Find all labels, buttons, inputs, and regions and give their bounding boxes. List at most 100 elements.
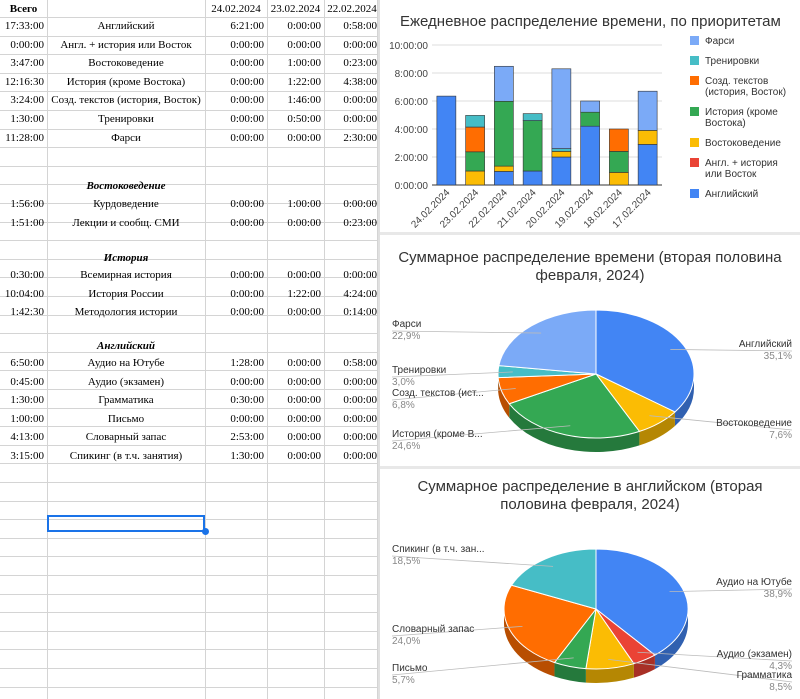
cell-total[interactable]: 1:00:00 — [10, 412, 44, 425]
cell-d3[interactable]: 0:23:00 — [343, 216, 377, 229]
cell-d2[interactable]: 0:00:00 — [287, 412, 321, 425]
cell-name[interactable]: Тренировки — [98, 113, 154, 125]
bar-segment[interactable] — [551, 156, 572, 186]
header-name[interactable] — [47, 0, 205, 18]
header-d1[interactable]: 24.02.2024 — [211, 3, 261, 15]
pie-chart-total[interactable]: Суммарное распределение времени (вторая … — [380, 236, 800, 466]
pie-slice[interactable] — [595, 548, 689, 656]
cell-name[interactable]: Спикинг (в т.ч. занятия) — [69, 450, 183, 462]
header-d2[interactable]: 23.02.2024 — [270, 3, 321, 15]
cell-name[interactable]: История (кроме Востока) — [66, 75, 186, 88]
cell-d2[interactable]: 0:00:00 — [287, 38, 321, 51]
cell-d3[interactable]: 0:00:00 — [343, 394, 377, 407]
bar-segment[interactable] — [609, 172, 629, 186]
pie-slice[interactable] — [498, 309, 597, 375]
cell-d3[interactable]: 0:14:00 — [343, 306, 377, 319]
cell-d3[interactable]: 2:30:00 — [343, 131, 377, 144]
cell-name[interactable]: Лекции и сообщ. СМИ — [72, 216, 180, 229]
bar-segment[interactable] — [551, 151, 572, 158]
cell-total[interactable]: 1:30:00 — [10, 113, 44, 125]
header-total[interactable]: Всего — [9, 3, 38, 15]
cell-d2[interactable]: 0:00:00 — [287, 20, 321, 32]
cell-d2[interactable]: 1:00:00 — [287, 57, 321, 70]
bar-segment[interactable] — [580, 111, 600, 127]
cell-name[interactable]: Англ. + история или Восток — [60, 38, 192, 51]
bar-segment[interactable] — [522, 120, 543, 172]
cell-d1[interactable]: 0:00:00 — [230, 306, 264, 319]
cell-total[interactable]: 4:13:00 — [10, 431, 44, 444]
cell-d3[interactable]: 0:00:00 — [343, 431, 377, 444]
header-d3[interactable]: 22.02.2024 — [327, 3, 377, 15]
cell-d1[interactable]: 2:53:00 — [230, 431, 264, 444]
bar-segment[interactable] — [637, 144, 658, 186]
cell-total[interactable]: 6:50:00 — [10, 357, 44, 369]
pie-slice[interactable] — [508, 373, 641, 439]
cell-name[interactable]: Письмо — [107, 412, 145, 425]
bar-segment[interactable] — [494, 165, 514, 172]
bar-segment[interactable] — [465, 115, 485, 128]
cell-d1[interactable]: 0:00:00 — [230, 75, 264, 88]
fill-handle[interactable] — [202, 528, 209, 535]
cell-name[interactable]: Методология истории — [74, 306, 178, 319]
cell-d1[interactable]: 0:00:00 — [230, 57, 264, 70]
cell-d3[interactable]: 0:00:00 — [343, 450, 377, 462]
bar-segment[interactable] — [551, 68, 572, 149]
cell-d2[interactable]: 1:22:00 — [287, 75, 321, 88]
bar-segment[interactable] — [465, 170, 485, 186]
cell-name[interactable]: Курдоведение — [93, 198, 159, 210]
cell-d3[interactable]: 0:00:00 — [343, 269, 377, 281]
cell-d1[interactable]: 0:00:00 — [230, 216, 264, 229]
bar-segment[interactable] — [551, 148, 572, 152]
pie-slice[interactable] — [595, 309, 695, 413]
cell-total[interactable]: 10:04:00 — [4, 287, 44, 300]
pie-slice[interactable] — [510, 548, 597, 610]
cell-d1[interactable]: 0:00:00 — [230, 131, 264, 144]
pie-chart-english[interactable]: Суммарное распределение в английском (вт… — [380, 469, 800, 699]
bar-segment[interactable] — [494, 100, 514, 167]
cell-d1[interactable]: 1:28:00 — [230, 357, 264, 369]
bar-chart-daily[interactable]: Ежедневное распределение времени, по при… — [380, 0, 800, 232]
cell-name[interactable]: Аудио на Ютубе — [87, 357, 165, 369]
cell-d1[interactable]: 0:00:00 — [230, 287, 264, 300]
cell-d3[interactable]: 4:24:00 — [343, 287, 377, 300]
pie-slice[interactable] — [503, 584, 597, 664]
bar-segment[interactable] — [609, 128, 629, 152]
cell-name[interactable]: Английский — [97, 20, 155, 32]
cell-total[interactable]: 3:47:00 — [10, 57, 44, 70]
cell-d1[interactable]: 0:00:00 — [230, 375, 264, 388]
cell-total[interactable]: 0:45:00 — [10, 375, 44, 388]
cell-d2[interactable]: 0:00:00 — [287, 375, 321, 388]
cell-total[interactable]: 0:00:00 — [10, 38, 44, 51]
cell-name[interactable]: История России — [88, 287, 164, 300]
cell-d1[interactable]: 0:00:00 — [230, 198, 264, 210]
cell-total[interactable]: 3:15:00 — [10, 450, 44, 462]
cell-name[interactable]: Созд. текстов (история, Восток) — [51, 94, 201, 107]
selected-cell[interactable] — [47, 515, 205, 532]
cell-d2[interactable]: 0:00:00 — [287, 216, 321, 229]
cell-name[interactable]: Всемирная история — [80, 269, 172, 281]
cell-d3[interactable]: 0:00:00 — [343, 113, 377, 125]
bar-segment[interactable] — [580, 125, 600, 186]
cell-d3[interactable]: 0:00:00 — [343, 375, 377, 388]
cell-d3[interactable]: 0:00:00 — [343, 198, 377, 210]
bar-segment[interactable] — [637, 130, 658, 145]
bar-segment[interactable] — [580, 100, 600, 113]
bar-segment[interactable] — [494, 65, 514, 102]
cell-d2[interactable]: 0:00:00 — [287, 450, 321, 462]
cell-total[interactable]: 1:42:30 — [10, 306, 44, 319]
cell-name[interactable]: Востоковедение — [88, 57, 164, 70]
cell-d3[interactable]: 0:23:00 — [343, 57, 377, 70]
cell-d3[interactable]: 0:00:00 — [343, 38, 377, 51]
cell-d1[interactable]: 0:00:00 — [230, 269, 264, 281]
cell-d1[interactable]: 6:21:00 — [230, 20, 264, 32]
bar-segment[interactable] — [609, 151, 629, 173]
bar-segment[interactable] — [465, 151, 485, 172]
cell-d2[interactable]: 0:00:00 — [287, 269, 321, 281]
bar-segment[interactable] — [436, 95, 457, 186]
cell-d1[interactable]: 0:00:00 — [230, 412, 264, 425]
cell-d2[interactable]: 0:00:00 — [287, 394, 321, 407]
cell-d3[interactable]: 0:00:00 — [343, 94, 377, 107]
cell-d1[interactable]: 0:30:00 — [230, 394, 264, 407]
spreadsheet[interactable]: Всего 24.02.2024 23.02.2024 22.02.2024 17:33… — [0, 0, 378, 699]
cell-d2[interactable]: 1:46:00 — [287, 94, 321, 107]
